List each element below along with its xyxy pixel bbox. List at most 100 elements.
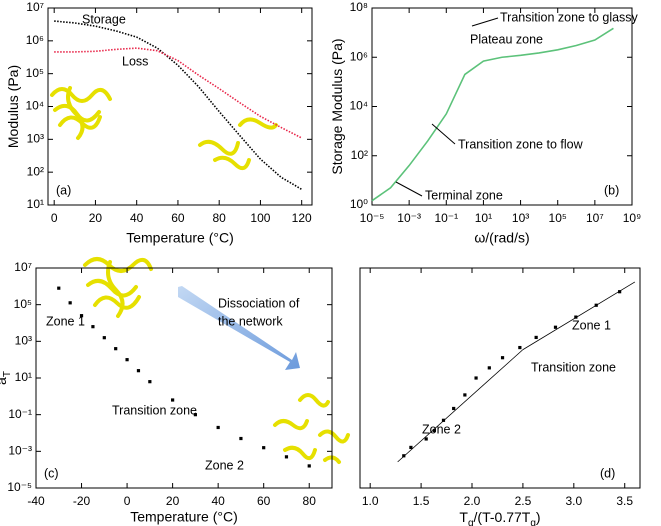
x-tick-label: -40 <box>27 494 45 508</box>
series-label: Loss <box>122 54 148 68</box>
data-point <box>463 393 467 397</box>
x-tick-label: 80 <box>303 494 317 508</box>
data-point <box>307 464 311 468</box>
y-tick-label: 10⁵ <box>14 297 32 311</box>
fit-line <box>522 281 636 350</box>
x-tick-label: 20 <box>89 211 103 225</box>
y-axis-title: aT <box>0 371 13 385</box>
panel: -40 -20 0 20 40 60 80 10⁻⁵ 10⁻³ 10⁻¹ 10¹ 10³ 10⁵ 10⁷ T… <box>0 260 333 525</box>
x-tick-label: 40 <box>130 211 144 225</box>
x-tick-label: 10⁹ <box>623 211 642 225</box>
x-tick-label: 120 <box>292 211 312 225</box>
data-point <box>432 428 436 433</box>
charts: 0 20 40 60 80 100 120 10¹ 10² 10³ 10⁴ 10⁵ 10⁶ 10⁷ Temp… <box>0 0 641 526</box>
data-point <box>409 445 413 450</box>
data-point <box>148 380 152 384</box>
y-tick-label: 10⁶ <box>26 33 44 47</box>
y-tick-label: 10⁴ <box>25 99 44 113</box>
x-tick-label: 10⁻¹ <box>434 211 458 225</box>
annotation-arrow <box>395 181 423 197</box>
x-tick-label: -20 <box>73 494 91 508</box>
annotation: Zone 2 <box>205 458 244 472</box>
x-tick-label: 60 <box>257 494 271 508</box>
y-tick-label: 10¹ <box>15 370 32 384</box>
data-point <box>534 335 538 340</box>
y-tick-label: 10⁸ <box>350 0 368 14</box>
x-tick-label: 40 <box>211 494 225 508</box>
fit-line <box>397 349 524 463</box>
data-line <box>54 20 303 191</box>
plot-frame <box>359 267 641 489</box>
y-axis-title-part: Storage Modulus (Pa) <box>329 38 345 174</box>
data-point <box>441 418 446 422</box>
annotation: Dissociation of <box>218 296 300 310</box>
y-tick-label: 10⁻³ <box>8 444 32 458</box>
y-tick-label: 10¹ <box>27 197 44 211</box>
x-tick-label: 10⁻⁵ <box>360 211 385 225</box>
x-tick-label: 2.0 <box>464 494 481 508</box>
y-tick-label: 10⁷ <box>26 0 44 14</box>
panel: 10⁻⁵ 10⁻³ 10⁻¹ 10¹ 10³ 10⁵ 10⁷ 10⁹ 10⁰ 10² 10⁴ 10⁶ 1… <box>329 0 642 246</box>
x-axis-title: ω/(rad/s) <box>474 230 529 246</box>
data-point <box>91 325 95 329</box>
y-axis-title-sub: T <box>2 371 13 377</box>
y-tick-label: 10² <box>351 148 368 162</box>
annotation: Transition zone to flow <box>458 137 584 151</box>
y-tick-label: 10⁷ <box>14 260 32 274</box>
data-point <box>193 413 197 417</box>
x-axis-title-part: T <box>459 509 468 525</box>
x-tick-label: 80 <box>213 211 227 225</box>
x-axis-title-part: ) <box>536 509 541 525</box>
data-point <box>114 347 118 351</box>
annotation-arrow <box>471 17 499 27</box>
y-tick-label: 10³ <box>27 132 44 146</box>
data-point <box>553 325 558 329</box>
annotation: Zone 1 <box>572 318 611 332</box>
data-point <box>452 406 456 411</box>
panel-label: (a) <box>56 183 71 197</box>
data-point <box>618 290 622 294</box>
annotation: Transition zone <box>531 360 616 374</box>
panel-label: (d) <box>600 466 615 480</box>
data-point <box>402 454 406 458</box>
panel-label: (c) <box>44 466 59 480</box>
data-line <box>54 47 303 139</box>
data-point <box>136 369 141 373</box>
data-point <box>216 425 220 430</box>
panel-label: (b) <box>604 183 619 197</box>
x-tick-label: 1.0 <box>362 494 379 508</box>
x-tick-label: 100 <box>250 211 270 225</box>
x-axis-title-part: g <box>530 518 536 526</box>
data-point <box>262 446 266 450</box>
annotation: Terminal zone <box>425 188 503 202</box>
y-axis-title-part: Modulus (Pa) <box>5 65 21 148</box>
y-tick-label: 10² <box>27 164 44 178</box>
data-point <box>284 455 289 459</box>
x-tick-label: 0 <box>124 494 131 508</box>
plot-frame <box>47 7 313 206</box>
annotation-arrow <box>431 123 456 145</box>
x-axis-title-part: g <box>468 518 474 526</box>
x-tick-label: 0 <box>51 211 58 225</box>
data-point <box>594 303 598 307</box>
data-point <box>125 358 129 362</box>
data-point <box>239 436 243 441</box>
panel: 1.0 1.5 2.0 2.5 3.0 3.5 Tg/(T-0.77Tg) (d) Zone 1… <box>359 267 641 526</box>
x-tick-label: 10¹ <box>475 211 492 225</box>
data-point <box>171 398 175 402</box>
y-tick-label: 10⁻¹ <box>8 407 32 421</box>
x-tick-label: 3.5 <box>616 494 633 508</box>
x-tick-label: 10⁵ <box>549 211 567 225</box>
data-point <box>424 437 428 441</box>
x-tick-label: 10⁻³ <box>397 211 421 225</box>
series-label: Storage <box>82 12 126 26</box>
data-point <box>518 345 522 350</box>
annotation: Transition zone to glassy <box>500 10 639 24</box>
x-axis-title: Temperature (°C) <box>130 509 238 525</box>
x-tick-label: 20 <box>166 494 180 508</box>
x-tick-label: 2.5 <box>515 494 532 508</box>
data-line <box>371 27 614 202</box>
data-point <box>574 315 578 319</box>
y-tick-label: 10⁻⁵ <box>7 480 32 494</box>
